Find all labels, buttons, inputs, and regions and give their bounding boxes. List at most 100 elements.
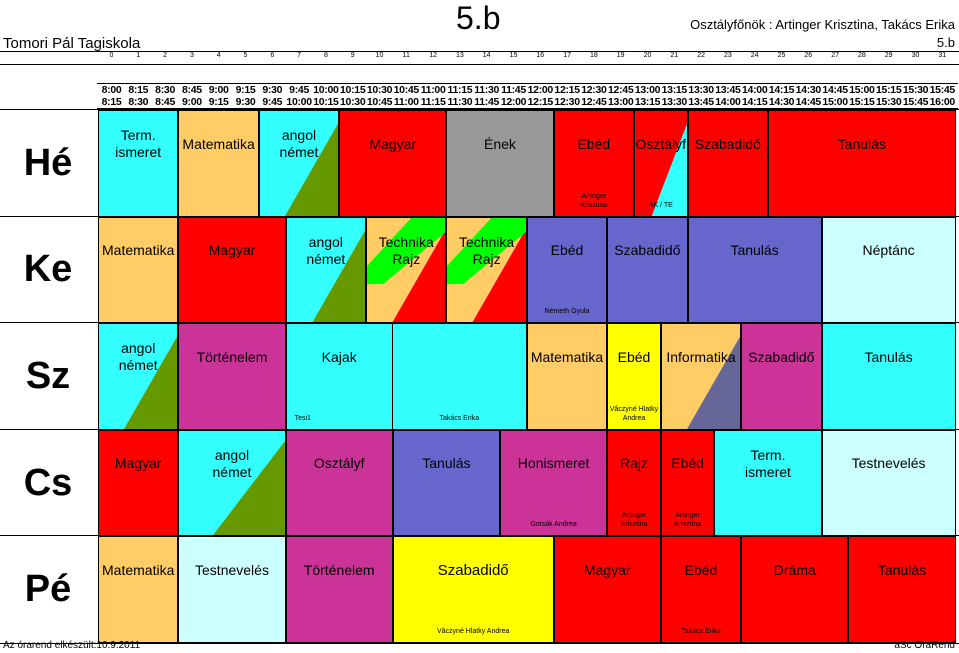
- lesson-stripe-shape: [367, 217, 446, 284]
- period-number: 11: [402, 52, 410, 59]
- lesson-subject: Technika Rajz: [458, 233, 515, 267]
- lesson-subject: Matematika: [530, 348, 604, 365]
- lesson-teacher: Artinger Krisztina: [580, 192, 608, 209]
- lesson-pattern: [311, 229, 365, 323]
- period-end-time: 14:00: [715, 96, 741, 108]
- period-number: 6: [270, 52, 275, 59]
- lesson-subject: Tanulás: [864, 348, 913, 365]
- period-number: 8: [323, 52, 328, 59]
- header-rule: [0, 64, 959, 65]
- lesson-cell: Matematika: [526, 323, 608, 430]
- lesson-cell: Osztályf AK / TE: [634, 110, 688, 217]
- lesson-subject: Ebéd: [617, 348, 651, 365]
- brand-label: aSc OraRend: [894, 640, 955, 651]
- period-start-time: 13:00: [634, 84, 661, 96]
- period-number: 24: [750, 52, 759, 59]
- period-number: 3: [189, 52, 194, 59]
- lesson-subject: Tanulás: [422, 455, 471, 472]
- lesson-subject: Osztályf: [635, 135, 687, 152]
- period-end-time: 8:45: [155, 96, 175, 108]
- period-start-time: 11:00: [420, 84, 446, 96]
- period-end-time: 12:00: [500, 96, 527, 108]
- period-end-time: 13:45: [688, 96, 714, 108]
- lesson-subject: Term. ismeret: [115, 127, 162, 161]
- lesson-cell: Tanulás: [392, 429, 500, 537]
- lesson-teacher: Takács Erika: [439, 414, 480, 422]
- lesson-split-shape: [651, 124, 687, 216]
- lesson-subject: Szabadidő: [437, 561, 509, 579]
- lesson-cell: Matematika: [98, 216, 179, 324]
- period-number: 12: [429, 52, 437, 59]
- lesson-subject: Történelem: [303, 561, 375, 578]
- period-start-time: 11:30: [474, 84, 500, 96]
- day-rule: [0, 215, 959, 217]
- period-end-time: 10:15: [313, 96, 339, 108]
- period-number: 13: [455, 52, 464, 59]
- lesson-split-shape: [472, 229, 526, 323]
- header-rule: [0, 51, 959, 52]
- lesson-split-shape: [285, 123, 339, 216]
- period-start-time: 14:45: [822, 84, 848, 96]
- period-start-time: 10:15: [340, 84, 366, 96]
- lesson-pattern: [213, 441, 285, 536]
- period-number: 19: [616, 52, 625, 59]
- class-teachers: Osztályfőnök : Artinger Krisztina, Takác…: [690, 17, 955, 32]
- period-end-time: 8:30: [128, 96, 149, 108]
- period-number: 31: [938, 52, 947, 59]
- school-name: Tomori Pál Tagiskola: [3, 35, 141, 52]
- lesson-pattern: [651, 124, 687, 216]
- class-title-small: 5.b: [936, 35, 955, 50]
- period-number: 2: [163, 52, 168, 59]
- lesson-subject: Matematika: [182, 135, 255, 152]
- period-number: 27: [831, 52, 839, 59]
- lesson-cell: Technika Rajz: [446, 216, 527, 324]
- period-end-time: 11:30: [447, 96, 473, 108]
- period-start-time: 8:15: [128, 84, 149, 96]
- period-start-time: 13:30: [688, 84, 714, 96]
- period-start-time: 10:00: [313, 84, 339, 96]
- lesson-cell: Szabadidő Vâczyné Hlatky Andrea: [392, 536, 554, 643]
- period-number: 22: [697, 52, 705, 59]
- day-label: Ke: [23, 248, 73, 291]
- period-end-time: 12:30: [554, 96, 580, 108]
- lesson-cell: Ebéd Németh Gyula: [526, 216, 608, 324]
- lesson-cell: Szabadidő: [607, 216, 688, 324]
- lesson-cell: Testnevelés: [821, 429, 956, 537]
- period-end-time: 14:15: [742, 96, 768, 108]
- period-start-time: 13:45: [715, 84, 741, 96]
- lesson-subject: Ebéd: [577, 135, 611, 152]
- period-end-time: 11:15: [420, 96, 446, 108]
- lesson-subject: angol német: [279, 127, 319, 161]
- lesson-subject: Testnevelés: [851, 455, 926, 472]
- period-number: 26: [804, 52, 813, 59]
- period-end-time: 9:15: [208, 96, 229, 108]
- period-end-time: 10:30: [340, 96, 366, 108]
- period-end-time: 10:00: [286, 96, 312, 108]
- lesson-pattern: [124, 336, 178, 429]
- period-start-time: 8:00: [101, 84, 122, 96]
- period-number: 7: [297, 52, 302, 59]
- period-number: 30: [911, 52, 920, 59]
- period-end-time: 13:00: [608, 96, 634, 108]
- lesson-subject: Informatika: [666, 348, 736, 365]
- lesson-teacher: Takács Erika: [681, 627, 721, 635]
- lesson-subject: angol német: [212, 446, 252, 480]
- lesson-cell: angol német: [178, 429, 286, 537]
- lesson-teacher: Artinger Krisztina: [674, 512, 702, 529]
- period-end-time: 13:30: [661, 96, 688, 108]
- lesson-teacher: Németh Gyula: [544, 308, 590, 316]
- period-end-time: 9:45: [262, 96, 283, 108]
- lesson-cell: Matematika: [178, 110, 259, 217]
- lesson-cell: Osztályf: [285, 429, 393, 537]
- lesson-cell: Szabadidő: [687, 110, 768, 217]
- day-rule: [0, 428, 959, 430]
- lesson-subject: Szabadidő: [614, 242, 681, 259]
- period-start-time: 15:00: [849, 84, 875, 96]
- lesson-cell: Honismeret Gotsák Andrea: [500, 429, 608, 537]
- period-end-time: 15:30: [876, 96, 902, 108]
- period-start-time: 12:00: [527, 84, 554, 96]
- period-number: 17: [563, 52, 571, 59]
- lesson-subject: angol német: [118, 340, 158, 374]
- period-end-time: 12:15: [527, 96, 554, 108]
- period-end-time: 15:45: [902, 96, 929, 108]
